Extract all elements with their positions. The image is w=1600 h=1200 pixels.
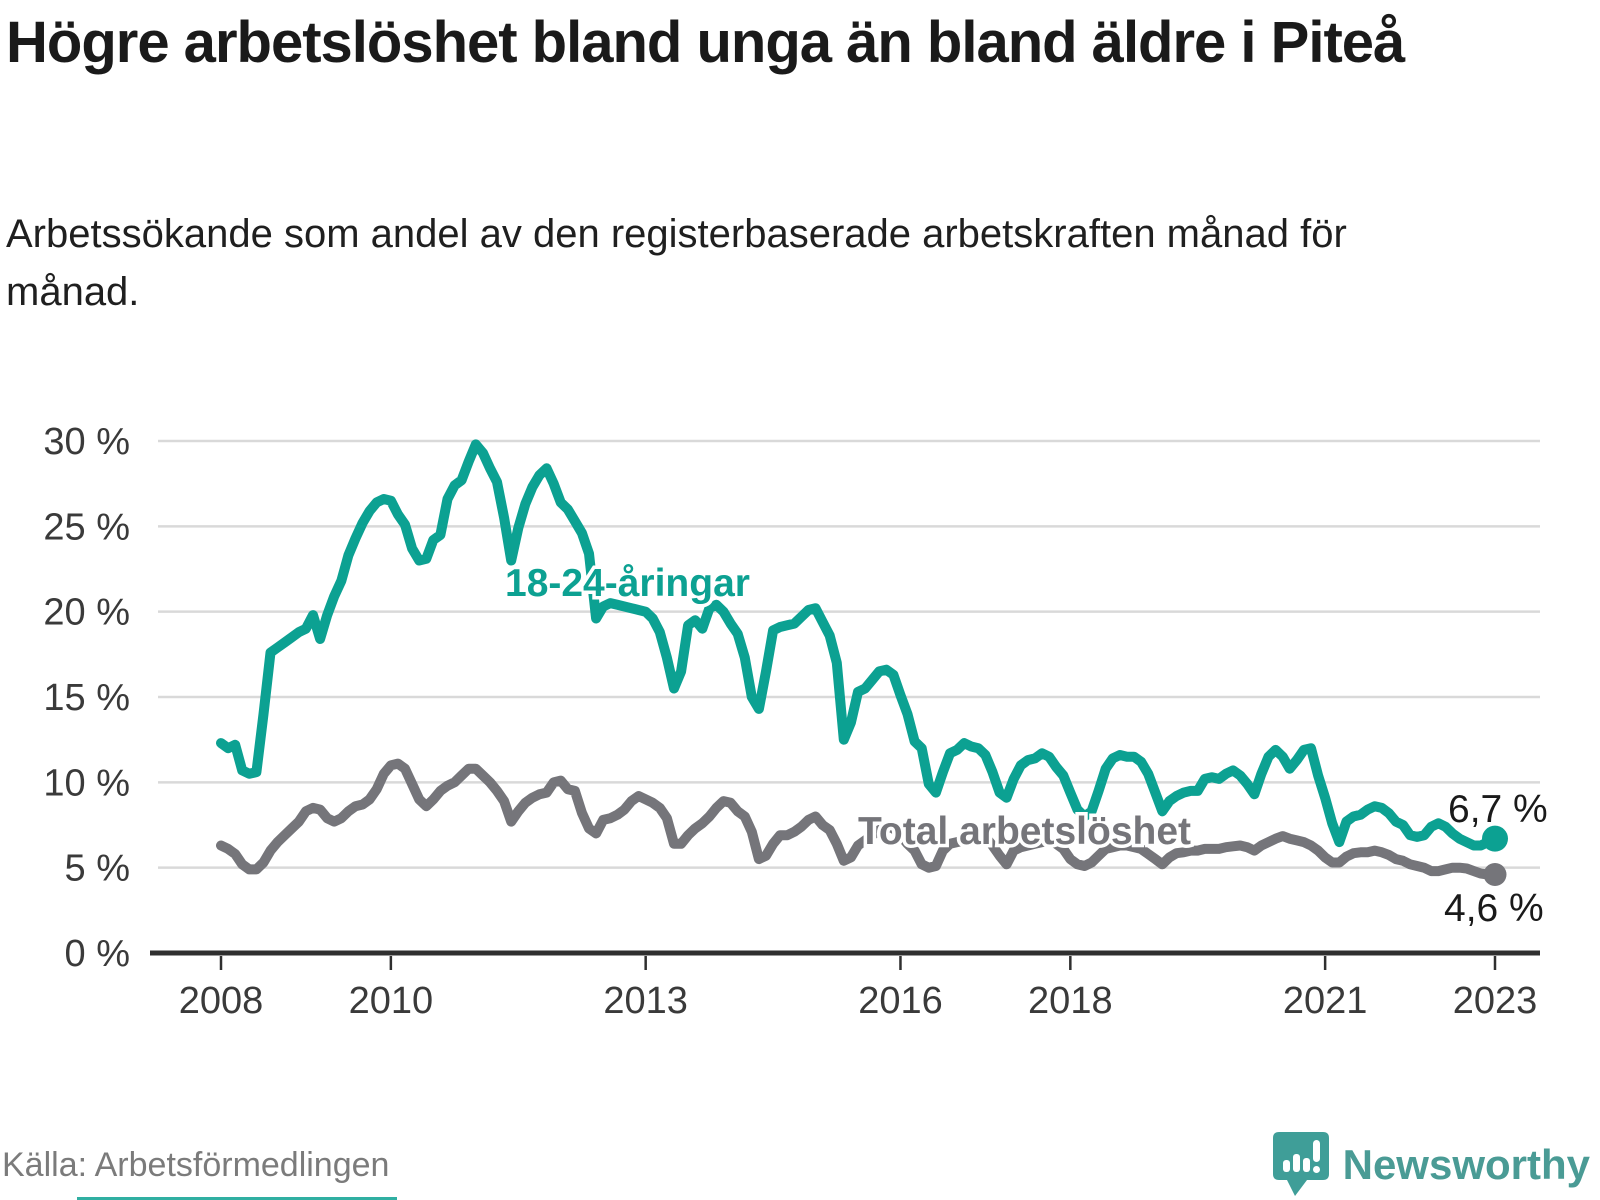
y-axis-tick-label: 30 % [43,421,130,463]
y-axis-tick-label: 10 % [43,762,130,804]
series-line-Total arbetslöshet [216,758,1500,880]
newsworthy-brand: Newsworthy [1272,1132,1590,1198]
y-axis-tick-label: 20 % [43,592,130,634]
x-axis-tick-label: 2023 [1453,980,1538,1022]
y-axis-tick-label: 5 % [65,848,130,890]
x-axis-tick-label: 2021 [1283,980,1368,1022]
series-end-dot-Total arbetslöshet [1483,862,1507,886]
end-value-label-youth: 6,7 % [1448,788,1548,831]
series-label-total: Total arbetslöshet [858,810,1191,853]
y-axis-tick-label: 15 % [43,677,130,719]
y-axis-tick-label: 25 % [43,506,130,548]
y-axis-tick-label: 0 % [65,933,130,975]
end-value-label-total: 4,6 % [1444,887,1544,930]
chart-plot-area: 0 % 5 % 10 % 15 % 20 % 25 % 30 % 2008 2010 2013 20… [43,421,1540,1022]
x-axis-tick-label: 2010 [349,980,434,1022]
series-label-youth: 18-24-åringar [505,562,750,605]
series-end-dot-18-24-åringar [1481,825,1508,852]
chart-annotations: 18-24-åringar Total arbetslöshet 6,7 % 4… [502,559,1552,934]
brand-name: Newsworthy [1342,1141,1590,1188]
x-axis-tick-label: 2008 [179,980,264,1022]
bottom-accent-strip [77,1197,397,1200]
speech-bubble-bar-chart-icon [1272,1132,1329,1196]
x-axis-tick-label: 2013 [603,980,688,1022]
x-axis-tick-label: 2018 [1028,980,1113,1022]
x-axis-tick-label: 2016 [858,980,943,1022]
series-line-18-24-åringar [216,439,1500,851]
page-title: Högre arbetslöshet bland unga än bland ä… [6,10,1405,75]
page-subtitle: Arbetssökande som andel av den registerb… [6,212,1347,314]
source-attribution: Källa: Arbetsförmedlingen [2,1146,390,1184]
